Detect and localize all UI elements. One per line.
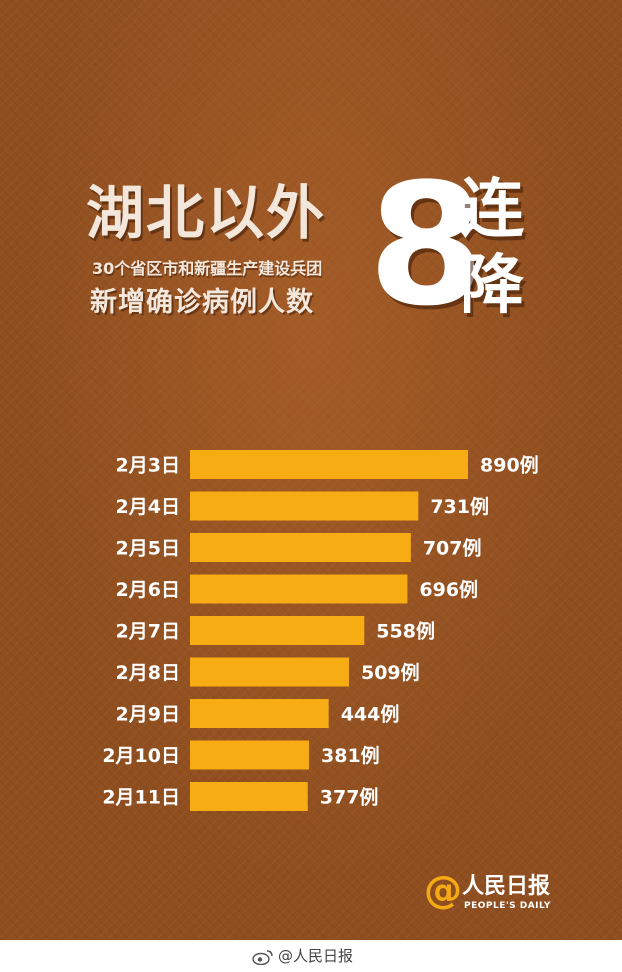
- category-label: 2月5日: [116, 538, 180, 560]
- weibo-watermark: @人民日报: [0, 940, 622, 972]
- bar: [190, 450, 468, 479]
- category-label: 2月4日: [116, 496, 180, 518]
- category-label: 2月10日: [102, 745, 180, 767]
- bar-chart: 2月3日 890例 2月4日 731例 2月5日 707例 2月6日 696例 2月7日 558例…: [102, 450, 539, 811]
- bar: [190, 533, 411, 562]
- bar: [190, 699, 329, 728]
- watermark-text: @人民日报: [278, 947, 354, 965]
- bar: [190, 616, 365, 645]
- category-label: 2月7日: [116, 621, 180, 643]
- value-label: 444例: [341, 703, 400, 726]
- category-label: 2月6日: [116, 579, 180, 601]
- value-label: 731例: [430, 495, 489, 518]
- value-label: 381例: [321, 744, 380, 767]
- decline-char-1: 连: [460, 173, 524, 247]
- value-label: 890例: [480, 454, 539, 477]
- value-label: 509例: [361, 661, 420, 684]
- logo-name: 人民日报: [462, 874, 551, 899]
- main-title: 湖北以外: [86, 179, 327, 247]
- peoples-daily-logo: @ 人民日报 PEOPLE'S DAILY: [424, 870, 584, 920]
- bar: [190, 491, 419, 521]
- category-label: 2月9日: [116, 704, 180, 726]
- weibo-icon: [252, 950, 273, 965]
- at-icon: @: [424, 868, 462, 912]
- value-label: 707例: [423, 537, 482, 560]
- decline-label: 连 降: [460, 172, 540, 324]
- bar: [190, 657, 349, 687]
- bar: [190, 740, 310, 770]
- infographic-poster: 湖北以外 30个省区市和新疆生产建设兵团 新增确诊病例人数 8 连 降 2月3日…: [0, 0, 622, 940]
- logo-english: PEOPLE'S DAILY: [464, 901, 551, 911]
- decline-char-2: 降: [460, 249, 524, 323]
- subtitle-regions: 30个省区市和新疆生产建设兵团: [92, 259, 323, 278]
- value-label: 696例: [419, 578, 478, 601]
- category-label: 2月3日: [116, 455, 180, 477]
- subtitle-metric: 新增确诊病例人数: [90, 287, 314, 318]
- bar: [190, 574, 408, 604]
- category-label: 2月8日: [116, 662, 180, 684]
- category-label: 2月11日: [102, 787, 180, 809]
- value-label: 558例: [376, 620, 435, 643]
- bar: [190, 782, 308, 811]
- big-number: 8: [368, 147, 485, 343]
- value-label: 377例: [320, 786, 379, 809]
